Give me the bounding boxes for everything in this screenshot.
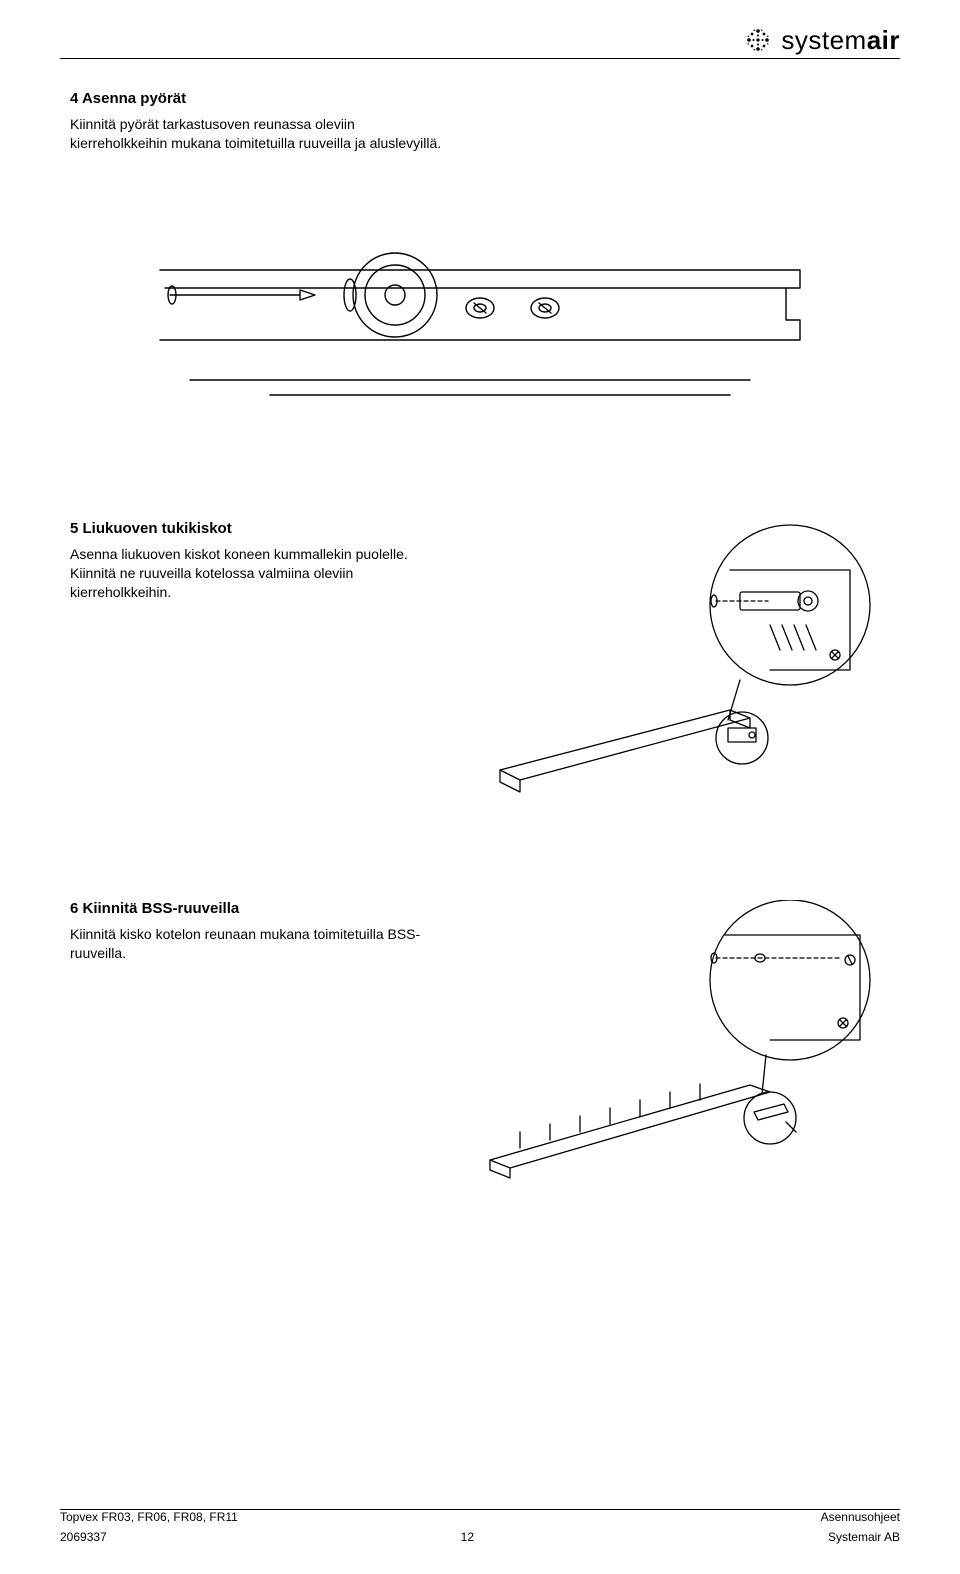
header-rule <box>60 58 900 59</box>
footer-left-1: Topvex FR03, FR06, FR08, FR11 <box>60 1510 238 1524</box>
section-2-title: 5 Liukuoven tukikiskot <box>70 520 450 537</box>
footer-row-1: Topvex FR03, FR06, FR08, FR11 Asennusohj… <box>60 1510 900 1524</box>
page: systemair 4 Asenna pyörät Kiinnitä pyörä… <box>0 0 960 1574</box>
footer-center-2: 12 <box>461 1530 474 1544</box>
footer: Topvex FR03, FR06, FR08, FR11 Asennusohj… <box>60 1510 900 1544</box>
section-1-title: 4 Asenna pyörät <box>70 90 450 107</box>
header: systemair <box>60 20 900 60</box>
brand-plain: system <box>781 25 866 55</box>
section-2: 5 Liukuoven tukikiskot Asenna liukuoven … <box>70 520 450 602</box>
brand: systemair <box>743 25 900 56</box>
section-3-title: 6 Kiinnitä BSS-ruuveilla <box>70 900 450 917</box>
section-2-body: Asenna liukuoven kiskot koneen kummallek… <box>70 545 450 602</box>
footer-right-2: Systemair AB <box>828 1530 900 1544</box>
footer-row-2: 2069337 12 Systemair AB <box>60 1530 900 1544</box>
section-1-body: Kiinnitä pyörät tarkastusoven reunassa o… <box>70 115 450 153</box>
figure-rail-screws-icon <box>470 900 890 1200</box>
section-3: 6 Kiinnitä BSS-ruuveilla Kiinnitä kisko … <box>70 900 450 963</box>
footer-right-1: Asennusohjeet <box>821 1510 900 1524</box>
section-3-body: Kiinnitä kisko kotelon reunaan mukana to… <box>70 925 450 963</box>
content: 4 Asenna pyörät Kiinnitä pyörät tarkastu… <box>70 90 890 1504</box>
figure-wheel-icon <box>150 240 810 420</box>
footer-left-2: 2069337 <box>60 1530 107 1544</box>
brand-text: systemair <box>781 25 900 56</box>
section-1: 4 Asenna pyörät Kiinnitä pyörät tarkastu… <box>70 90 450 153</box>
brand-bold: air <box>867 25 900 55</box>
figure-rail-bracket-icon <box>470 520 890 820</box>
brand-logo-icon <box>743 25 773 55</box>
